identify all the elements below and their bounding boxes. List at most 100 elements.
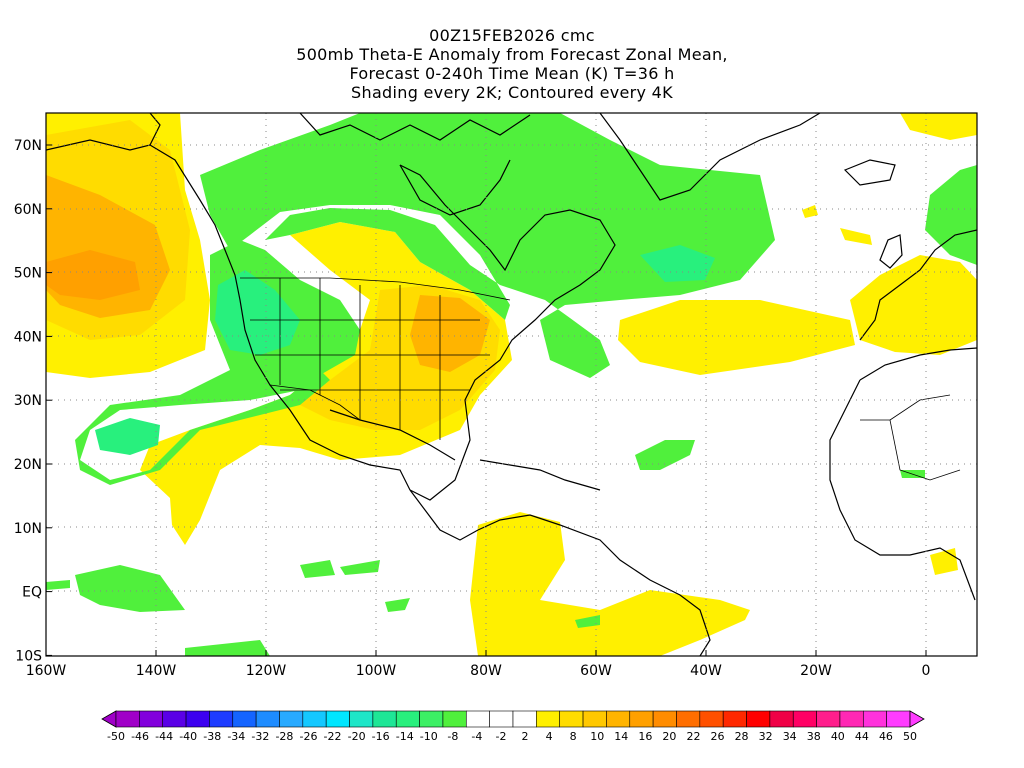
colorbar-label: 40 [831,730,845,743]
colorbar-swatch [886,710,911,728]
colorbar-swatch [442,710,467,728]
colorbar-swatch [489,710,514,728]
positive-anomaly-europe [850,255,977,355]
colorbar-label: -50 [107,730,125,743]
colorbar-label: 14 [614,730,628,743]
graticule [46,113,977,656]
colorbar-swatch [792,710,817,728]
colorbar-swatch [769,710,794,728]
colorbar-swatch [419,710,444,728]
colorbar-label: -44 [155,730,173,743]
colorbar-swatch [349,710,374,728]
lat-tick-label: 50N [14,266,42,282]
colorbar-label: -28 [275,730,293,743]
colorbar-label: 50 [903,730,917,743]
title-line-2: 500mb Theta-E Anomaly from Forecast Zona… [296,45,728,64]
anomaly-shading [46,113,977,656]
colorbar-swatch [746,710,771,728]
colorbar-label: 28 [735,730,749,743]
plot-frame [45,112,978,657]
chart-title: 00Z15FEB2026 cmc 500mb Theta-E Anomaly f… [0,26,1024,102]
political-borders [240,277,961,481]
colorbar-label: -34 [227,730,245,743]
colorbar-swatch [512,710,537,728]
coastline-central-america [409,489,479,541]
colorbar-swatch [139,710,164,728]
colorbar-label: 38 [807,730,821,743]
colorbar-swatch [302,710,327,728]
colorbar-label: -20 [348,730,366,743]
border-us-canada [240,277,511,301]
colorbar-label: -46 [131,730,149,743]
colorbar-label: -8 [447,730,458,743]
lon-tick-label: 160W [26,663,67,679]
colorbar-label: 4 [546,730,553,743]
colorbar-swatch [629,710,654,728]
colorbar-label: -16 [372,730,390,743]
coastline-caribbean [479,459,601,491]
colorbar-swatch [279,710,304,728]
positive-anomaly-atlantic [618,300,855,375]
lon-tick-label: 100W [356,663,397,679]
colorbar-label: 16 [638,730,652,743]
border-us-states [250,278,490,440]
lat-tick-label: 20N [14,457,42,473]
title-line-4: Shading every 2K; Contoured every 4K [351,83,673,102]
colorbar-label: -38 [203,730,221,743]
lat-tick-label: 70N [14,138,42,154]
coastline-arctic-islands [299,113,531,141]
colorbar-swatch [559,710,584,728]
coastline-alaska [46,113,161,151]
colorbar-swatch [676,710,701,728]
colorbar-swatch [816,710,841,728]
lat-tick-label: EQ [22,585,42,601]
colorbar-label: -2 [495,730,506,743]
lat-tick-label: 60N [14,202,42,218]
colorbar-arrow-left [101,710,117,728]
colorbar-label: 34 [783,730,797,743]
lon-tick-label: 20W [800,663,832,679]
colorbar-swatch [606,710,631,728]
border-africa [860,394,961,481]
colorbar-label: -14 [396,730,414,743]
title-line-1: 00Z15FEB2026 cmc [429,26,595,45]
colorbar-label: -10 [420,730,438,743]
positive-anomaly-south-america [470,512,750,656]
colorbar-swatch [325,710,350,728]
colorbar-label: 46 [879,730,893,743]
coastline-hudson [399,159,511,216]
max-anomaly-pacific [46,250,140,300]
negative-anomaly-pacific-core [95,418,160,455]
colorbar-swatch [395,710,420,728]
colorbar-label: 10 [590,730,604,743]
colorbar-swatch [115,710,140,728]
colorbar-label: 22 [686,730,700,743]
colorbar-swatch [722,710,747,728]
coastline-south-america [477,514,711,656]
colorbar-label: -32 [251,730,269,743]
coastline-north-america-east [399,164,616,501]
negative-anomaly-atlantic-north [640,245,715,282]
lon-tick-label: 0 [922,663,931,679]
colorbar-label: 2 [522,730,529,743]
colorbar-swatch [255,710,280,728]
colorbar-swatch [185,710,210,728]
title-line-3: Forecast 0-240h Time Mean (K) T=36 h [349,64,675,83]
lat-tick-label: 10N [14,521,42,537]
latitude-axis: 70N 60N 50N 40N 30N 20N 10N EQ 10S [14,138,52,664]
coastline-iceland [843,159,896,186]
border-us-mexico [269,384,361,421]
colorbar-swatch [582,710,607,728]
colorbar-label: -22 [324,730,342,743]
colorbar: -50 -46 -44 -40 -38 -34 -32 -28 -26 -22 -20 -16 -14-… [101,710,925,743]
lon-tick-label: 120W [246,663,287,679]
lat-tick-label: 10S [15,648,42,664]
colorbar-label: 8 [570,730,577,743]
coastline-africa [829,347,977,601]
colorbar-label: 44 [855,730,869,743]
colorbar-swatch [209,710,234,728]
colorbar-arrow-right [909,710,925,728]
colorbar-swatch [862,710,887,728]
coastlines [46,113,977,656]
